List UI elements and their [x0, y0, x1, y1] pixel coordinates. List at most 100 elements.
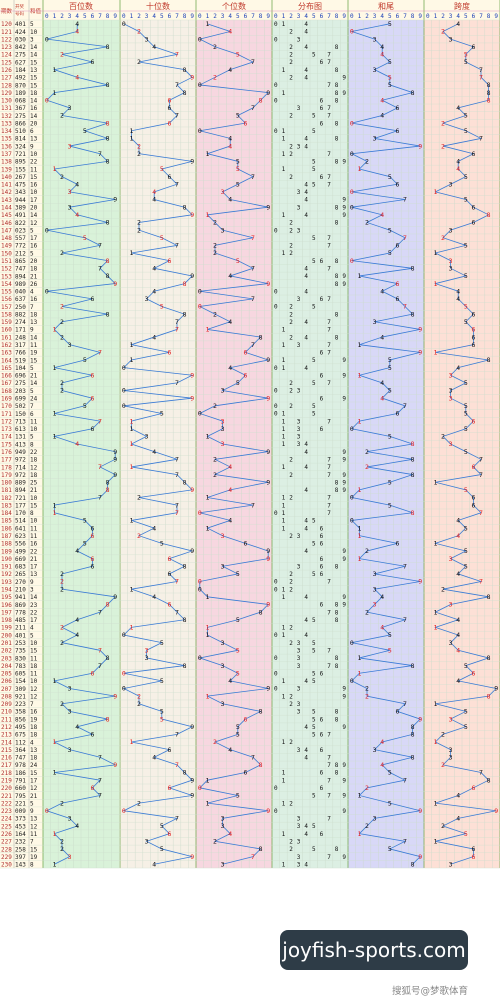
trend-point: 1	[52, 677, 56, 685]
row-issue: 124	[1, 52, 12, 59]
row-sum: 18	[30, 311, 38, 318]
trend-point: 5	[464, 830, 468, 838]
row-sum: 12	[30, 693, 38, 700]
row-sum: 17	[30, 564, 38, 571]
row-sum: 10	[30, 189, 38, 196]
row-issue: 229	[1, 854, 12, 861]
row-draw: 895	[15, 159, 26, 166]
trend-point: 7	[175, 51, 179, 59]
trend-point: 7	[98, 150, 102, 158]
trend-point: 4	[75, 28, 79, 36]
trend-point: 1	[52, 433, 56, 441]
trend-point: 1	[205, 150, 209, 158]
trend-point: 4	[75, 547, 79, 555]
distribution-point: 3	[297, 686, 301, 693]
distribution-point: 5	[312, 357, 316, 364]
row-sum: 22	[30, 449, 38, 456]
distribution-point: 0	[274, 686, 278, 693]
trend-point: 9	[266, 478, 270, 486]
trend-point: 5	[388, 58, 392, 66]
trend-point: 4	[456, 532, 460, 540]
row-draw: 944	[15, 197, 26, 204]
trend-point: 3	[449, 35, 453, 43]
distribution-point: 4	[304, 334, 308, 341]
trend-point: 5	[388, 433, 392, 441]
trend-point: 5	[160, 677, 164, 685]
distribution-point: 1	[282, 502, 286, 509]
digit-header: 5	[312, 13, 316, 20]
trend-point: 0	[350, 425, 354, 433]
distribution-point: 3	[297, 709, 301, 716]
trend-point: 2	[60, 379, 64, 387]
row-draw: 889	[15, 480, 26, 487]
row-draw: 641	[15, 525, 26, 532]
trend-point: 1	[357, 524, 361, 532]
trend-point: 0	[198, 287, 202, 295]
row-draw: 623	[15, 533, 26, 540]
trend-point: 0	[198, 509, 202, 517]
distribution-point: 0	[274, 128, 278, 135]
trend-point: 0	[45, 226, 49, 234]
trend-point: 5	[464, 112, 468, 120]
distribution-point: 1	[282, 90, 286, 97]
trend-point: 3	[145, 647, 149, 655]
distribution-point: 5	[312, 716, 316, 723]
digit-header: 0	[122, 13, 126, 20]
distribution-point: 7	[327, 854, 331, 861]
row-issue: 130	[1, 98, 12, 105]
trend-point: 0	[122, 402, 126, 410]
trend-point: 2	[137, 226, 141, 234]
row-sum: 10	[30, 678, 38, 685]
distribution-point: 2	[289, 311, 293, 318]
trend-point: 1	[52, 769, 56, 777]
row-issue: 171	[1, 411, 12, 418]
trend-point: 1	[52, 364, 56, 372]
distribution-point: 5	[312, 571, 316, 578]
trend-point: 4	[228, 830, 232, 838]
trend-point: 2	[137, 700, 141, 708]
row-sum: 5	[30, 388, 34, 395]
trend-point: 2	[60, 333, 64, 341]
row-issue: 188	[1, 541, 12, 548]
row-sum: 16	[30, 709, 38, 716]
trend-point: 8	[106, 486, 110, 494]
distribution-point: 7	[327, 495, 331, 502]
trend-point: 4	[152, 860, 156, 868]
distribution-point: 7	[327, 181, 331, 188]
distribution-point: 8	[335, 44, 339, 51]
trend-point: 8	[183, 203, 187, 211]
trend-point: 8	[411, 723, 415, 731]
trend-line-3	[198, 23, 270, 865]
trend-point: 8	[259, 761, 263, 769]
trend-point: 4	[75, 616, 79, 624]
distribution-point: 3	[297, 143, 301, 150]
digit-header: 4	[304, 13, 308, 20]
row-draw: 212	[15, 250, 26, 257]
trend-point: 1	[357, 272, 361, 280]
distribution-point: 9	[342, 762, 346, 769]
distribution-point: 9	[342, 372, 346, 379]
distribution-point: 0	[274, 365, 278, 372]
digit-header: 1	[282, 13, 286, 20]
distribution-point: 4	[304, 266, 308, 273]
row-draw: 735	[15, 648, 26, 655]
distribution-point: 0	[274, 304, 278, 311]
distribution-point: 5	[312, 640, 316, 647]
row-issue: 121	[1, 29, 12, 36]
distribution-point: 3	[297, 701, 301, 708]
trend-point: 9	[494, 685, 498, 693]
trend-point: 4	[228, 196, 232, 204]
distribution-point: 5	[312, 518, 316, 525]
distribution-point: 9	[342, 808, 346, 815]
distribution-point: 2	[289, 334, 293, 341]
row-draw: 186	[15, 770, 26, 777]
trend-point: 8	[259, 333, 263, 341]
row-issue: 180	[1, 480, 12, 487]
distribution-point: 8	[335, 334, 339, 341]
trend-point: 7	[403, 562, 407, 570]
trend-point: 8	[106, 601, 110, 609]
trend-point: 9	[266, 547, 270, 555]
row-draw: 502	[15, 403, 26, 410]
trend-point: 9	[418, 578, 422, 586]
distribution-point: 8	[335, 709, 339, 716]
